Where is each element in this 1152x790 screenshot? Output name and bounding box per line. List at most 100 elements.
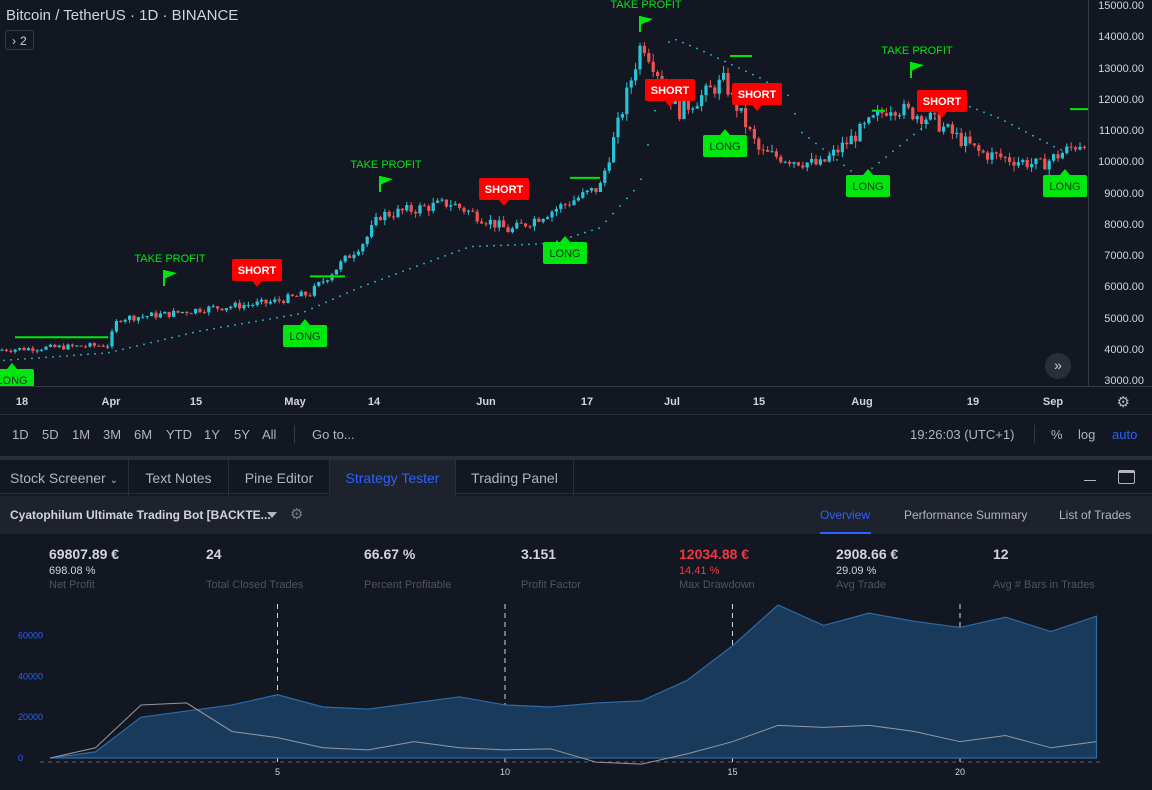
candle-body — [418, 205, 422, 214]
settings-gear-icon[interactable]: ⚙ — [1116, 394, 1130, 411]
candle — [356, 249, 360, 257]
candle-body — [920, 116, 924, 124]
candle — [792, 161, 796, 169]
strategy-settings-gear-icon[interactable]: ⚙ — [290, 506, 304, 523]
candle — [4, 348, 8, 353]
candle-body — [981, 150, 985, 153]
goto-button[interactable]: Go to... — [312, 427, 355, 442]
candle-body — [128, 315, 132, 320]
tab-strategy-tester[interactable]: Strategy Tester — [330, 460, 456, 498]
subtab-overview[interactable]: Overview — [820, 508, 871, 522]
stat-net-profit: 69807.89 € 698.08 % Net Profit — [49, 546, 119, 591]
candle-body — [9, 350, 13, 352]
candle-body — [194, 308, 198, 314]
candle — [629, 77, 633, 94]
candle-body — [889, 112, 893, 116]
candle — [321, 278, 325, 285]
stop-dot — [206, 328, 208, 331]
stop-dot — [416, 265, 418, 268]
equity-area-chart[interactable]: 0 20000 40000 60000 5 10 15 20 — [0, 600, 1152, 785]
candle-body — [581, 192, 585, 198]
scroll-to-realtime-button[interactable]: » — [1045, 353, 1071, 379]
range-button-all[interactable]: All — [262, 427, 277, 442]
range-button-1d[interactable]: 1D — [12, 427, 29, 442]
candle-body — [598, 182, 602, 192]
candle — [414, 209, 418, 218]
candle — [594, 188, 598, 195]
candle-body — [334, 269, 338, 275]
caret-down-icon[interactable] — [267, 512, 277, 518]
auto-scale-toggle[interactable]: auto — [1112, 427, 1138, 442]
candle — [176, 310, 180, 314]
symbol-title[interactable]: Bitcoin / TetherUS · 1D · BINANCE — [6, 7, 239, 24]
candle-body — [757, 138, 761, 150]
candle-body — [942, 126, 946, 132]
tab-stock-screener[interactable]: Stock Screener ⌄ — [0, 460, 129, 498]
candle-body — [176, 310, 180, 313]
time-tick-label: Apr — [101, 396, 121, 408]
range-button-6m[interactable]: 6M — [134, 427, 153, 442]
candle-body — [752, 128, 756, 139]
subtab-performance-summary[interactable]: Performance Summary — [904, 508, 1028, 522]
range-button-5d[interactable]: 5D — [42, 427, 59, 442]
stop-dot — [640, 178, 642, 181]
candle-body — [53, 344, 57, 348]
maximize-icon[interactable] — [1118, 470, 1135, 484]
candle-body — [774, 151, 778, 157]
stat-profit-factor: 3.151.Profit Factor — [521, 546, 581, 591]
candle — [541, 218, 545, 224]
stop-dot — [885, 156, 887, 158]
percent-scale-toggle[interactable]: % — [1051, 427, 1063, 442]
candle-body — [207, 306, 211, 313]
minimize-icon[interactable] — [1084, 480, 1096, 481]
log-scale-toggle[interactable]: log — [1078, 427, 1096, 442]
clock-timezone[interactable]: 19:26:03 (UTC+1) — [910, 427, 1015, 442]
candle — [700, 89, 704, 112]
candle-body — [700, 95, 704, 107]
range-button-1m[interactable]: 1M — [72, 427, 91, 442]
indicators-toggle-button[interactable]: › 2 — [5, 30, 34, 50]
candle-body — [994, 152, 998, 154]
price-chart[interactable]: LONG TAKE PROFIT SHORT LONG TAKE PROFIT SHORT… — [0, 0, 1088, 386]
stop-dot — [654, 109, 656, 112]
candle-body — [603, 170, 607, 183]
tab-trading-panel[interactable]: Trading Panel — [456, 460, 574, 498]
candle-body — [1016, 162, 1020, 166]
candle — [603, 167, 607, 187]
stop-dot — [178, 335, 180, 337]
candle — [466, 209, 470, 215]
candle — [651, 53, 655, 78]
candle-body — [330, 274, 334, 281]
range-button-5y[interactable]: 5Y — [234, 427, 250, 442]
candle-body — [876, 110, 880, 116]
tab-text-notes[interactable]: Text Notes — [129, 460, 229, 498]
candle — [53, 343, 57, 348]
candle — [493, 219, 497, 232]
stop-dot — [290, 314, 292, 317]
range-button-1y[interactable]: 1Y — [204, 427, 220, 442]
candle — [893, 110, 897, 121]
candle-body — [1012, 161, 1016, 166]
stop-dot — [1046, 142, 1048, 144]
candle — [1034, 158, 1038, 170]
price-tick-label: 5000.00 — [1104, 312, 1144, 325]
candlestick-chart[interactable]: LONG TAKE PROFIT SHORT LONG TAKE PROFIT SHORT… — [0, 0, 1088, 386]
range-button-ytd[interactable]: YTD — [166, 427, 192, 442]
tab-pine-editor[interactable]: Pine Editor — [229, 460, 330, 498]
price-axis[interactable]: 15000.00 14000.00 13000.00 12000.00 11000.00… — [1088, 0, 1152, 387]
candle-body — [1043, 158, 1047, 170]
stop-dot — [213, 327, 215, 330]
time-tick-label: Aug — [851, 396, 873, 408]
subtab-list-of-trades[interactable]: List of Trades — [1059, 508, 1132, 522]
candle-body — [999, 153, 1003, 158]
signal-tp: TAKE PROFIT — [610, 0, 682, 32]
price-tick-label: 14000.00 — [1098, 31, 1144, 44]
equity-chart[interactable]: 0 20000 40000 60000 5 10 15 20 — [0, 600, 1152, 785]
strategy-name[interactable]: Cyatophilum Ultimate Trading Bot [BACKTE… — [10, 508, 271, 522]
candle — [255, 298, 259, 307]
range-button-3m[interactable]: 3M — [103, 427, 122, 442]
candle-body — [678, 100, 682, 120]
time-axis[interactable]: ⚙ 18 Apr 15 May 14 Jun 17 Jul 15 Aug 19 Sep — [0, 386, 1152, 414]
candle — [528, 224, 532, 229]
candle — [845, 136, 849, 150]
